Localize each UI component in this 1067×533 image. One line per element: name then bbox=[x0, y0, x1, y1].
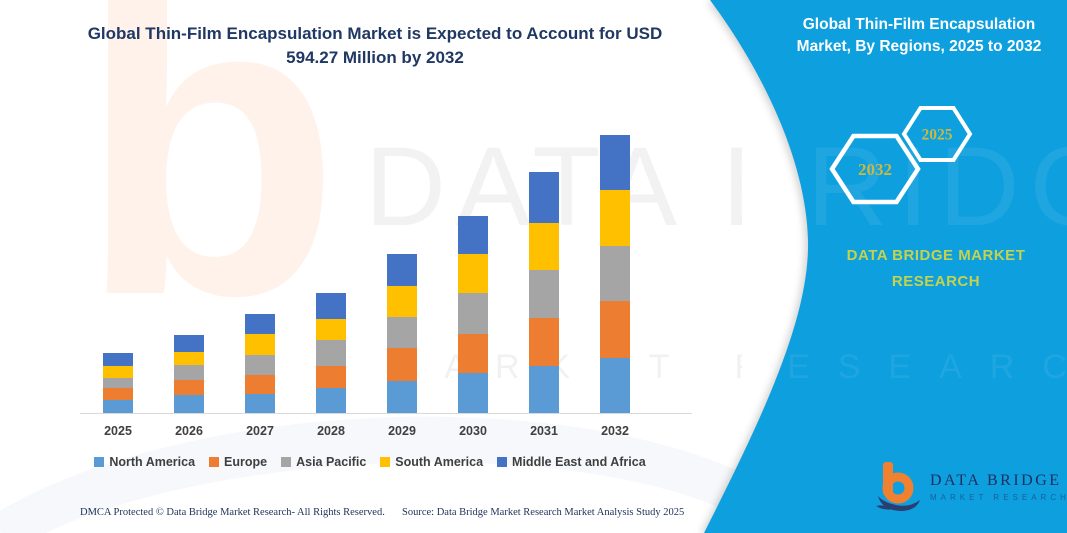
hexagon-2032-label: 2032 bbox=[858, 160, 892, 179]
x-axis-label-2027: 2027 bbox=[246, 424, 274, 438]
hexagon-2025: 2025 bbox=[901, 106, 973, 162]
bar-segment-asia-pacific-2030 bbox=[458, 293, 488, 334]
legend-swatch-asia-pacific bbox=[281, 457, 292, 467]
bar-segment-asia-pacific-2031 bbox=[529, 270, 559, 319]
bar-segment-north-america-2032 bbox=[600, 358, 630, 413]
logo-subtitle: MARKET RESEARCH bbox=[930, 493, 1067, 502]
x-axis-label-2031: 2031 bbox=[530, 424, 558, 438]
stacked-bar-2031 bbox=[529, 171, 559, 413]
legend-swatch-middle-east-and-africa bbox=[497, 457, 508, 467]
bar-segment-europe-2025 bbox=[103, 388, 133, 400]
bar-segment-europe-2031 bbox=[529, 318, 559, 367]
bar-segment-europe-2027 bbox=[245, 374, 275, 394]
bar-segment-south-america-2032 bbox=[600, 190, 630, 246]
bar-segment-europe-2030 bbox=[458, 334, 488, 373]
bar-segment-middle-east-and-africa-2026 bbox=[174, 334, 204, 353]
logo-title: DATA BRIDGE bbox=[930, 472, 1062, 489]
bar-segment-middle-east-and-africa-2027 bbox=[245, 313, 275, 334]
legend-item-north-america: North America bbox=[94, 455, 195, 469]
side-panel-title: Global Thin-Film Encapsulation Market, B… bbox=[778, 14, 1060, 59]
legend: North America Europe Asia Pacific South Ame… bbox=[40, 455, 700, 469]
x-axis-label-2028: 2028 bbox=[317, 424, 345, 438]
bar-segment-north-america-2030 bbox=[458, 373, 488, 413]
legend-label-middle-east-and-africa: Middle East and Africa bbox=[512, 455, 646, 469]
bar-segment-europe-2028 bbox=[316, 365, 346, 388]
stacked-bar-2025 bbox=[103, 353, 133, 413]
x-axis-label-2032: 2032 bbox=[601, 424, 629, 438]
bar-segment-europe-2026 bbox=[174, 379, 204, 396]
bar-segment-south-america-2029 bbox=[387, 286, 417, 318]
x-axis-label-2025: 2025 bbox=[104, 424, 132, 438]
logo-b-watermark: b bbox=[78, 0, 341, 385]
stacked-bar-2026 bbox=[174, 334, 204, 413]
chart-title-line1: Global Thin-Film Encapsulation Market is… bbox=[87, 24, 663, 43]
legend-swatch-north-america bbox=[94, 457, 105, 467]
bar-segment-asia-pacific-2029 bbox=[387, 317, 417, 349]
bar-segment-north-america-2025 bbox=[103, 400, 133, 413]
tagline-watermark: MARKET RESEARCH bbox=[388, 348, 742, 387]
bar-segment-asia-pacific-2027 bbox=[245, 354, 275, 375]
company-logo: DATA BRIDGE MARKET RESEARCH bbox=[876, 460, 1067, 514]
legend-label-south-america: South America bbox=[395, 455, 484, 469]
bar-segment-europe-2029 bbox=[387, 348, 417, 382]
year-hexagons: 2032 2025 bbox=[829, 106, 973, 205]
tagline-watermark-on-panel: MARKET RESEARCH bbox=[742, 348, 1067, 386]
bar-segment-middle-east-and-africa-2032 bbox=[600, 135, 630, 191]
bar-segment-middle-east-and-africa-2028 bbox=[316, 293, 346, 320]
legend-swatch-europe bbox=[209, 457, 220, 467]
chart-title: Global Thin-Film Encapsulation Market is… bbox=[55, 22, 695, 70]
data-bridge-logo-icon bbox=[876, 462, 920, 511]
bar-segment-south-america-2025 bbox=[103, 366, 133, 379]
chart-title-line2: 594.27 Million by 2032 bbox=[286, 47, 464, 67]
bar-segment-europe-2032 bbox=[600, 300, 630, 358]
stacked-bar-2027 bbox=[245, 313, 275, 413]
side-panel-title-line1: Global Thin-Film Encapsulation bbox=[802, 16, 1036, 33]
legend-item-south-america: South America bbox=[380, 455, 483, 469]
bar-segment-middle-east-and-africa-2029 bbox=[387, 253, 417, 287]
stacked-bar-2029 bbox=[387, 253, 417, 413]
bar-segment-asia-pacific-2028 bbox=[316, 339, 346, 366]
stacked-bar-2030 bbox=[458, 215, 488, 413]
x-axis-label-2030: 2030 bbox=[459, 424, 487, 438]
hexagon-2032: 2032 bbox=[829, 133, 921, 205]
bar-segment-middle-east-and-africa-2030 bbox=[458, 215, 488, 254]
x-axis-label-2026: 2026 bbox=[175, 424, 203, 438]
legend-item-asia-pacific: Asia Pacific bbox=[281, 455, 366, 469]
bar-segment-south-america-2031 bbox=[529, 223, 559, 271]
side-panel-title-line2: Market, By Regions, 2025 to 2032 bbox=[796, 38, 1042, 56]
bar-segment-middle-east-and-africa-2031 bbox=[529, 171, 559, 224]
hexagon-2025-label: 2025 bbox=[922, 127, 953, 144]
bar-segment-middle-east-and-africa-2025 bbox=[103, 353, 133, 367]
legend-swatch-south-america bbox=[380, 457, 391, 467]
footer-source: Source: Data Bridge Market Research Mark… bbox=[402, 507, 685, 518]
bar-segment-north-america-2026 bbox=[174, 395, 204, 413]
bar-segment-asia-pacific-2032 bbox=[600, 245, 630, 301]
legend-label-asia-pacific: Asia Pacific bbox=[296, 455, 367, 469]
legend-label-europe: Europe bbox=[224, 455, 268, 469]
bar-segment-south-america-2026 bbox=[174, 352, 204, 366]
legend-label-north-america: North America bbox=[109, 455, 196, 469]
bar-segment-south-america-2030 bbox=[458, 253, 488, 294]
bar-segment-asia-pacific-2025 bbox=[103, 378, 133, 389]
legend-item-middle-east-and-africa: Middle East and Africa bbox=[497, 455, 646, 469]
bar-segment-south-america-2027 bbox=[245, 333, 275, 355]
stacked-bar-2028 bbox=[316, 293, 346, 413]
bar-segment-north-america-2028 bbox=[316, 388, 346, 413]
legend-item-europe: Europe bbox=[209, 455, 267, 469]
bar-segment-asia-pacific-2026 bbox=[174, 365, 204, 380]
logo-text: DATA BRIDGE MARKET RESEARCH bbox=[930, 472, 1067, 502]
bar-segment-south-america-2028 bbox=[316, 319, 346, 340]
x-axis-label-2029: 2029 bbox=[388, 424, 416, 438]
bar-segment-north-america-2027 bbox=[245, 393, 275, 413]
footer-copyright: DMCA Protected © Data Bridge Market Rese… bbox=[80, 507, 385, 518]
stacked-bar-2032 bbox=[600, 135, 630, 413]
plot-area bbox=[80, 130, 692, 414]
bar-segment-north-america-2029 bbox=[387, 381, 417, 413]
bar-segment-north-america-2031 bbox=[529, 366, 559, 413]
side-panel-brand-text: DATA BRIDGE MARKET RESEARCH bbox=[846, 247, 1026, 291]
